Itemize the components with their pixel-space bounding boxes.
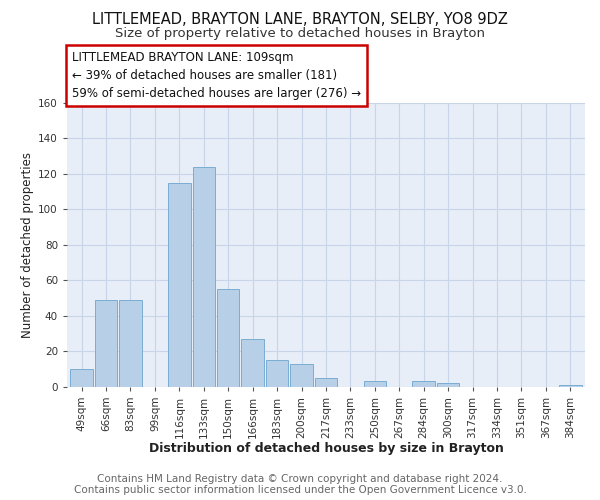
- Bar: [70, 369, 93, 386]
- X-axis label: Distribution of detached houses by size in Brayton: Distribution of detached houses by size …: [149, 442, 503, 455]
- Bar: [119, 300, 142, 386]
- Bar: [364, 382, 386, 386]
- Bar: [315, 378, 337, 386]
- Text: Contains public sector information licensed under the Open Government Licence v3: Contains public sector information licen…: [74, 485, 526, 495]
- Bar: [412, 382, 435, 386]
- Bar: [559, 385, 581, 386]
- Bar: [95, 300, 117, 386]
- Bar: [290, 364, 313, 386]
- Bar: [241, 339, 264, 386]
- Text: Size of property relative to detached houses in Brayton: Size of property relative to detached ho…: [115, 28, 485, 40]
- Text: Contains HM Land Registry data © Crown copyright and database right 2024.: Contains HM Land Registry data © Crown c…: [97, 474, 503, 484]
- Bar: [168, 182, 191, 386]
- Text: LITTLEMEAD, BRAYTON LANE, BRAYTON, SELBY, YO8 9DZ: LITTLEMEAD, BRAYTON LANE, BRAYTON, SELBY…: [92, 12, 508, 28]
- Bar: [437, 383, 460, 386]
- Bar: [217, 289, 239, 386]
- Bar: [266, 360, 289, 386]
- Bar: [193, 166, 215, 386]
- Text: LITTLEMEAD BRAYTON LANE: 109sqm
← 39% of detached houses are smaller (181)
59% o: LITTLEMEAD BRAYTON LANE: 109sqm ← 39% of…: [72, 51, 361, 100]
- Y-axis label: Number of detached properties: Number of detached properties: [21, 152, 34, 338]
